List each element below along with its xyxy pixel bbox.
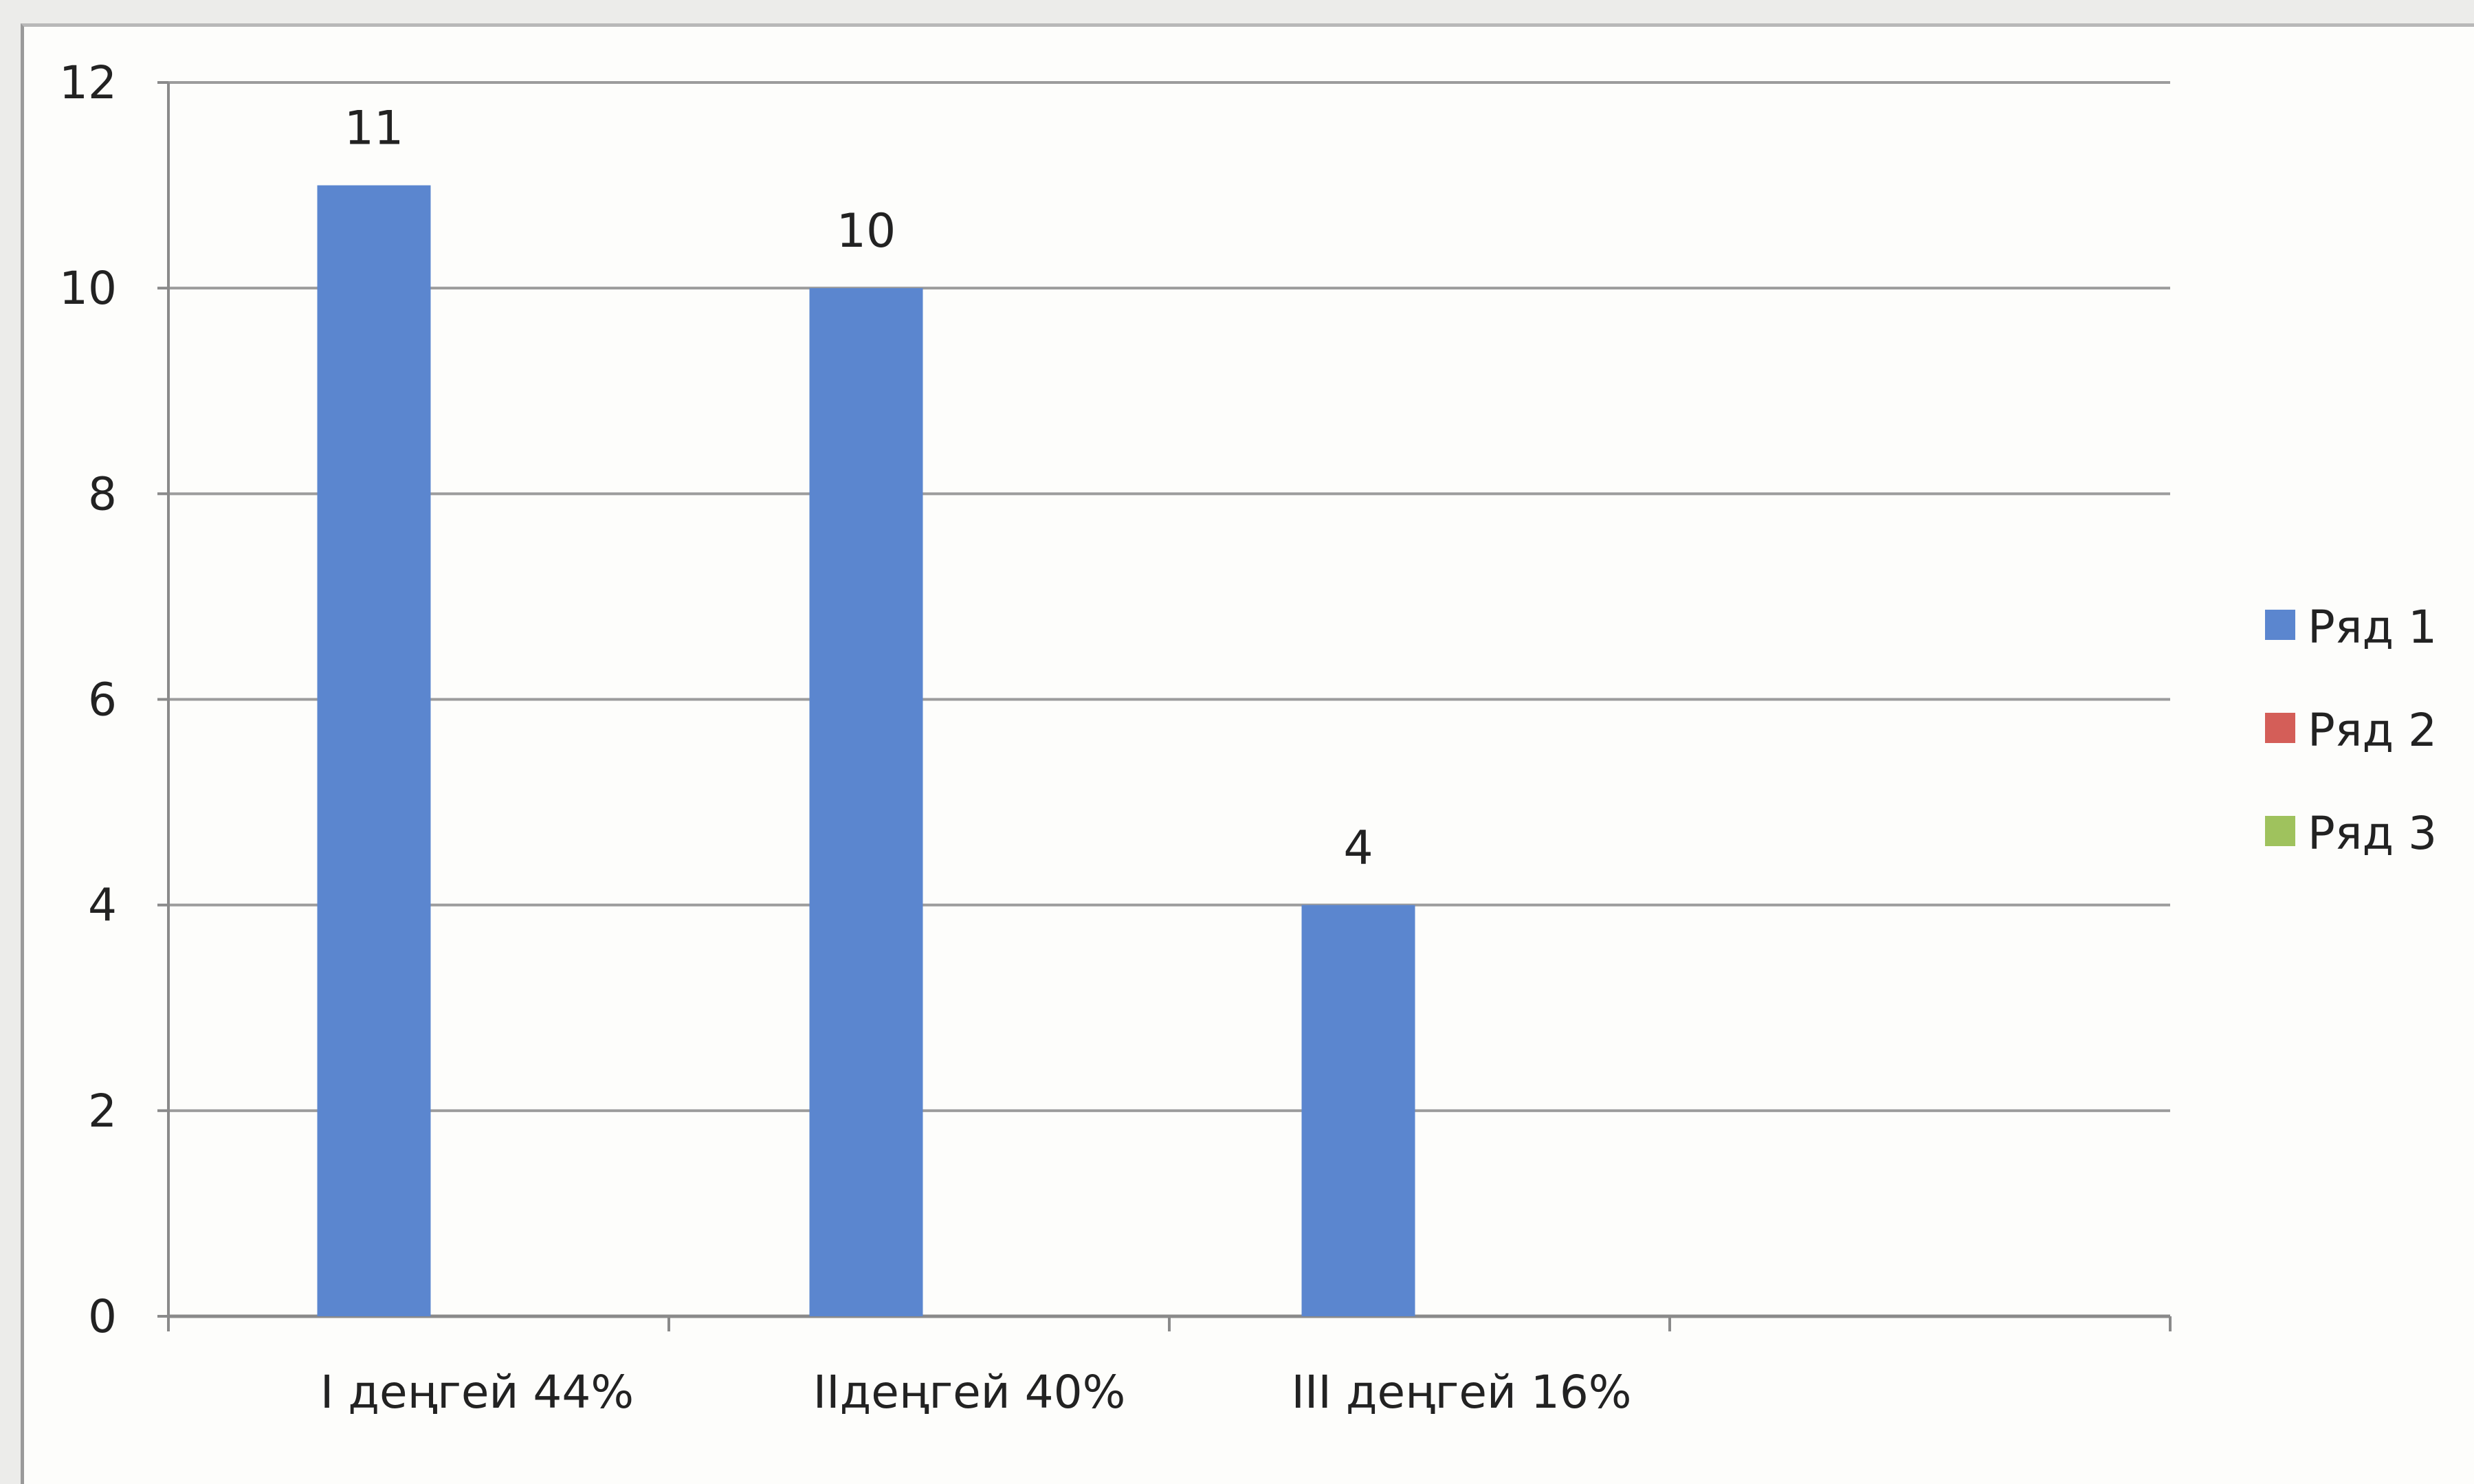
legend-swatch: [2265, 713, 2295, 743]
x-category-label: IIдеңгей 40%: [813, 1366, 1126, 1419]
bar-chart: 0 2 4 6 8 10 12 11 10 4 I деңгей 44% IIдеңгей 40%…: [59, 56, 2437, 1419]
data-label: 4: [1343, 821, 1373, 876]
legend: Ряд 1 Ряд 2 Ряд 3: [2265, 601, 2437, 860]
x-axis-categories: I деңгей 44% IIдеңгей 40% III деңгей 16%: [320, 1366, 1632, 1419]
gridlines: [168, 81, 2170, 1112]
y-tick-label: 6: [88, 674, 117, 727]
legend-label: Ряд 2: [2308, 704, 2437, 757]
legend-swatch: [2265, 610, 2295, 640]
x-category-label: III деңгей 16%: [1291, 1366, 1631, 1419]
bar: [809, 288, 923, 1317]
y-axis-ticks: 0 2 4 6 8 10 12: [59, 56, 168, 1343]
y-tick-label: 12: [59, 56, 117, 109]
bar: [317, 185, 431, 1316]
legend-swatch: [2265, 816, 2295, 846]
axes: [167, 82, 2172, 1331]
legend-label: Ряд 3: [2308, 807, 2437, 860]
y-tick-label: 2: [88, 1085, 117, 1138]
y-tick-label: 8: [88, 467, 117, 520]
x-category-label: I деңгей 44%: [320, 1366, 634, 1419]
bar: [1301, 905, 1415, 1316]
y-tick-label: 10: [59, 262, 117, 315]
legend-label: Ряд 1: [2308, 601, 2437, 654]
data-label: 10: [837, 204, 896, 258]
y-tick-label: 4: [88, 879, 117, 932]
data-label: 11: [344, 102, 404, 156]
data-labels: 11 10 4: [344, 102, 1373, 876]
y-tick-label: 0: [88, 1290, 117, 1343]
bars: [317, 185, 1415, 1317]
